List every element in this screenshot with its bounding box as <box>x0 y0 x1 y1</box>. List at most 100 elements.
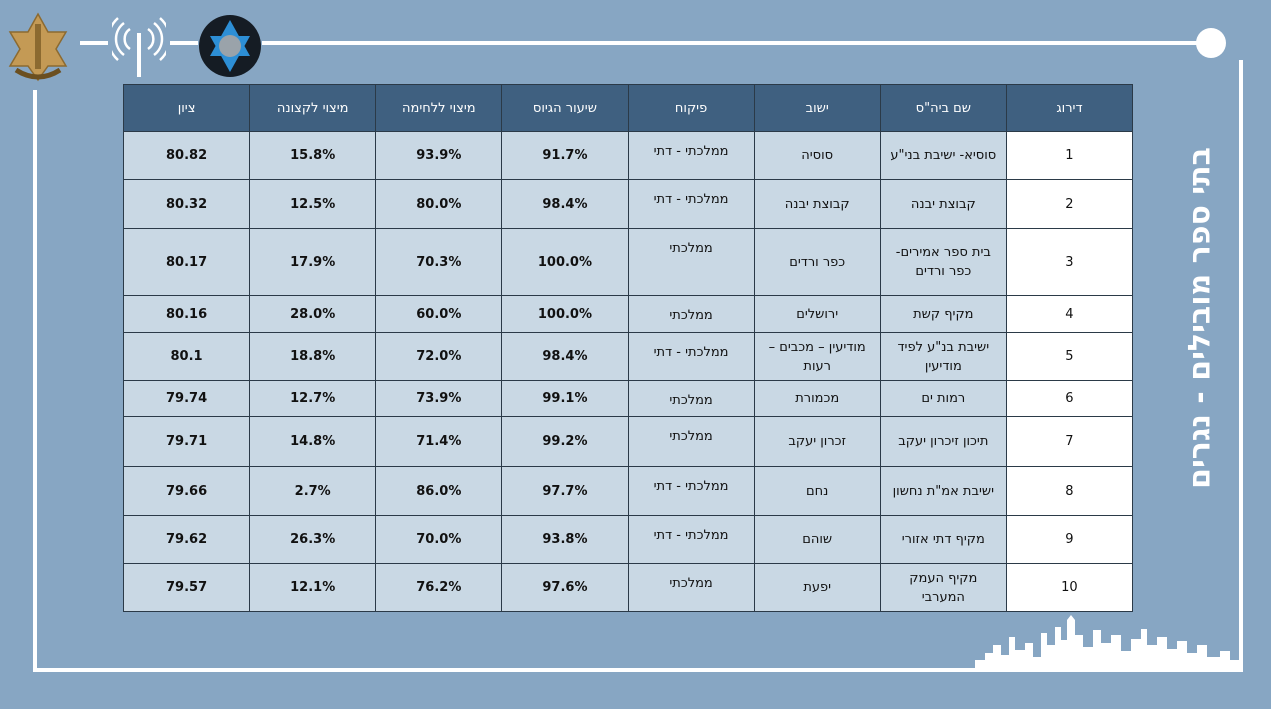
frame-dash-1 <box>80 41 108 45</box>
cell-score: 79.66 <box>122 466 251 516</box>
cell-school-name: מקיף קשת <box>879 295 1007 333</box>
cell-combat-rate: 93.9% <box>375 131 503 180</box>
cell-school-name: סוסיא- ישיבת בני"ע <box>879 131 1007 180</box>
cell-city: ירושלים <box>753 295 881 333</box>
table-row: 2 קבוצת יבנה קבוצת יבנה ממלכתי - דתי 98.4% 80… <box>122 179 1134 229</box>
cell-supervision: ממלכתי - דתי <box>627 466 755 516</box>
cell-score: 79.74 <box>122 380 251 417</box>
cell-enlistment-rate: 93.8% <box>501 515 629 564</box>
header-score: ציון <box>122 84 251 132</box>
header-officer-rate: מיצוי לקצונה <box>249 84 377 132</box>
city-skyline-icon <box>975 615 1240 670</box>
cell-officer-rate: 14.8% <box>249 416 377 467</box>
cell-officer-rate: 18.8% <box>249 332 377 381</box>
table-row: 3 בית ספר אמירים- כפר ורדים כפר ורדים ממלכת… <box>122 228 1134 296</box>
cell-school-name: בית ספר אמירים- כפר ורדים <box>879 228 1007 296</box>
cell-rank: 8 <box>1005 466 1134 516</box>
cell-city: יפעת <box>753 563 881 612</box>
cell-supervision: ממלכתי <box>627 228 755 296</box>
cell-combat-rate: 80.0% <box>375 179 503 229</box>
frame-dash-2 <box>170 41 198 45</box>
cell-rank: 10 <box>1005 563 1134 612</box>
cell-enlistment-rate: 100.0% <box>501 228 629 296</box>
cell-combat-rate: 60.0% <box>375 295 503 333</box>
table-header-row: דירוג שם ביה"ס ישוב פיקוח שיעור הגיוס מי… <box>122 84 1134 132</box>
cell-rank: 7 <box>1005 416 1134 467</box>
cell-rank: 1 <box>1005 131 1134 180</box>
cell-score: 79.57 <box>122 563 251 612</box>
header-combat-rate: מיצוי ללחימה <box>375 84 503 132</box>
cell-supervision: ממלכתי - דתי <box>627 131 755 180</box>
cell-school-name: תיכון זיכרון יעקב <box>879 416 1007 467</box>
cell-combat-rate: 70.3% <box>375 228 503 296</box>
cell-score: 80.1 <box>122 332 251 381</box>
frame-line-top <box>262 41 1197 45</box>
cell-supervision: ממלכתי <box>627 380 755 417</box>
table-row: 7 תיכון זיכרון יעקב זכרון יעקב ממלכתי 99.2% 7… <box>122 416 1134 467</box>
cell-enlistment-rate: 100.0% <box>501 295 629 333</box>
cell-officer-rate: 26.3% <box>249 515 377 564</box>
cell-score: 80.32 <box>122 179 251 229</box>
cell-rank: 3 <box>1005 228 1134 296</box>
idf-emblem-icon <box>8 12 68 82</box>
table-row: 6 רמות ים מכמורת ממלכתי 99.1% 73.9% 12.7% 79.74 <box>122 380 1134 417</box>
cell-rank: 6 <box>1005 380 1134 417</box>
cell-school-name: ישיבת אמ"ת נחשון <box>879 466 1007 516</box>
cell-enlistment-rate: 99.2% <box>501 416 629 467</box>
cell-officer-rate: 15.8% <box>249 131 377 180</box>
cell-combat-rate: 76.2% <box>375 563 503 612</box>
cell-enlistment-rate: 98.4% <box>501 179 629 229</box>
cell-rank: 2 <box>1005 179 1134 229</box>
header-enlistment-rate: שיעור הגיוס <box>501 84 629 132</box>
cell-combat-rate: 70.0% <box>375 515 503 564</box>
cell-enlistment-rate: 97.6% <box>501 563 629 612</box>
cell-enlistment-rate: 91.7% <box>501 131 629 180</box>
cell-officer-rate: 12.7% <box>249 380 377 417</box>
table-row: 1 סוסיא- ישיבת בני"ע סוסיה ממלכתי - דתי 91.7… <box>122 131 1134 180</box>
cell-officer-rate: 28.0% <box>249 295 377 333</box>
header-school-name: שם ביה"ס <box>879 84 1007 132</box>
cell-city: מכמורת <box>753 380 881 417</box>
cell-rank: 5 <box>1005 332 1134 381</box>
cell-combat-rate: 71.4% <box>375 416 503 467</box>
cell-rank: 4 <box>1005 295 1134 333</box>
cell-supervision: ממלכתי <box>627 563 755 612</box>
table-row: 9 מקיף דתי אזורי שוהם ממלכתי - דתי 93.8% 70.0… <box>122 515 1134 564</box>
cell-officer-rate: 17.9% <box>249 228 377 296</box>
cell-score: 79.71 <box>122 416 251 467</box>
cell-enlistment-rate: 99.1% <box>501 380 629 417</box>
cell-supervision: ממלכתי <box>627 416 755 467</box>
cell-school-name: רמות ים <box>879 380 1007 417</box>
page-title: בתי ספר מובילים - נגרים <box>1182 147 1218 489</box>
header-supervision: פיקוח <box>627 84 755 132</box>
frame-circle <box>1196 28 1226 58</box>
table-row: 8 ישיבת אמ"ת נחשון נחם ממלכתי - דתי 97.7% 86.… <box>122 466 1134 516</box>
cell-combat-rate: 86.0% <box>375 466 503 516</box>
schools-ranking-table: דירוג שם ביה"ס ישוב פיקוח שיעור הגיוס מי… <box>122 84 1134 612</box>
cell-school-name: מקיף העמק המערבי <box>879 563 1007 612</box>
cell-city: נחם <box>753 466 881 516</box>
cell-score: 80.16 <box>122 295 251 333</box>
cell-enlistment-rate: 97.7% <box>501 466 629 516</box>
cell-score: 79.62 <box>122 515 251 564</box>
header-city: ישוב <box>753 84 881 132</box>
cell-officer-rate: 12.5% <box>249 179 377 229</box>
cell-school-name: ישיבת בנ"ע לפיד מודיעין <box>879 332 1007 381</box>
cell-score: 80.17 <box>122 228 251 296</box>
table-row: 4 מקיף קשת ירושלים ממלכתי 100.0% 60.0% 28.0% 80… <box>122 295 1134 333</box>
cell-combat-rate: 73.9% <box>375 380 503 417</box>
cell-officer-rate: 12.1% <box>249 563 377 612</box>
cell-rank: 9 <box>1005 515 1134 564</box>
star-of-david-emblem-icon <box>199 15 261 77</box>
cell-enlistment-rate: 98.4% <box>501 332 629 381</box>
radio-antenna-icon <box>112 17 166 77</box>
cell-city: סוסיה <box>753 131 881 180</box>
cell-city: שוהם <box>753 515 881 564</box>
table-row: 10 מקיף העמק המערבי יפעת ממלכתי 97.6% 76.2% 12… <box>122 563 1134 612</box>
cell-school-name: מקיף דתי אזורי <box>879 515 1007 564</box>
cell-score: 80.82 <box>122 131 251 180</box>
cell-school-name: קבוצת יבנה <box>879 179 1007 229</box>
cell-city: כפר ורדים <box>753 228 881 296</box>
frame-line-left <box>33 90 37 672</box>
cell-city: זכרון יעקב <box>753 416 881 467</box>
